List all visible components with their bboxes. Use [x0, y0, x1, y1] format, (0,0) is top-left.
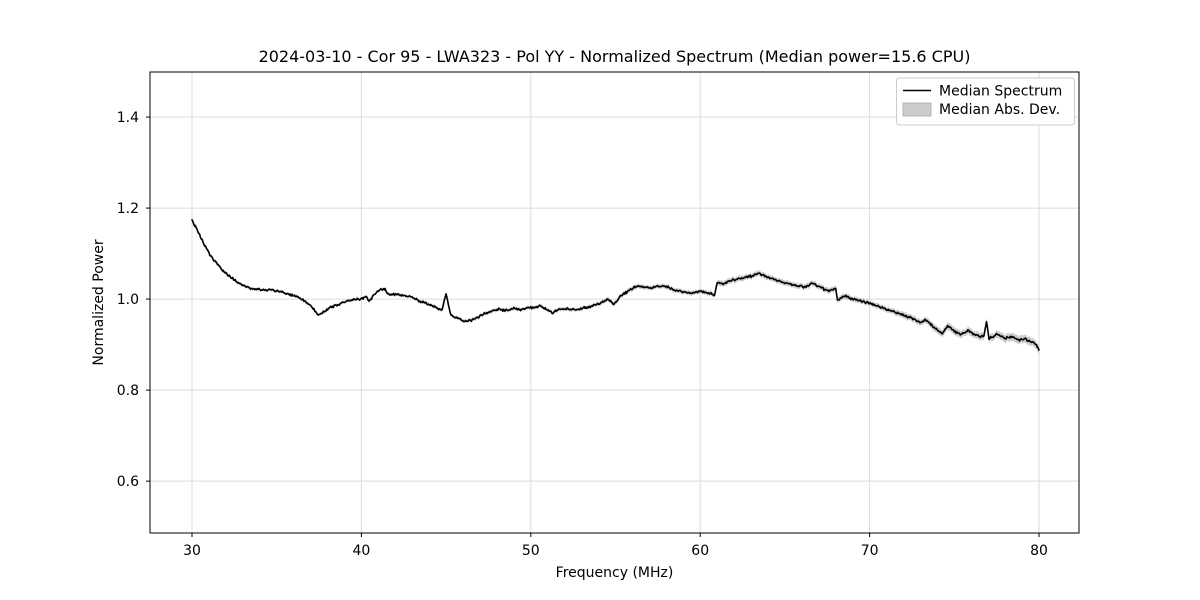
axes-frame: [149, 71, 1080, 534]
axis-ticks: [146, 116, 1040, 537]
x-tick-label: 50: [522, 543, 540, 559]
x-axis-label: Frequency (MHz): [556, 565, 674, 581]
x-tick-label: 70: [861, 543, 879, 559]
legend-band-swatch: [902, 102, 932, 117]
y-tick-label: 0.8: [117, 383, 139, 399]
x-tick-label: 40: [352, 543, 370, 559]
y-tick-label: 0.6: [117, 474, 139, 490]
chart-title: 2024-03-10 - Cor 95 - LWA323 - Pol YY - …: [259, 47, 971, 66]
y-tick-label: 1.0: [117, 292, 139, 308]
axis-tick-labels: 30 40 50 60 70 80 0.6 0.8 1.0 1.2 1.4: [117, 110, 1048, 559]
median-spectrum-line: [191, 219, 1040, 351]
legend-label-median-spectrum: Median Spectrum: [939, 84, 1062, 100]
x-tick-label: 60: [691, 543, 709, 559]
legend-box: [896, 77, 1075, 126]
y-axis-label: Normalized Power: [91, 239, 107, 365]
legend: Median Spectrum Median Abs. Dev.: [896, 77, 1075, 126]
x-tick-label: 80: [1030, 543, 1048, 559]
x-tick-label: 30: [183, 543, 201, 559]
y-tick-label: 1.4: [117, 110, 139, 126]
y-tick-label: 1.2: [117, 201, 139, 217]
legend-label-mad: Median Abs. Dev.: [939, 102, 1060, 118]
